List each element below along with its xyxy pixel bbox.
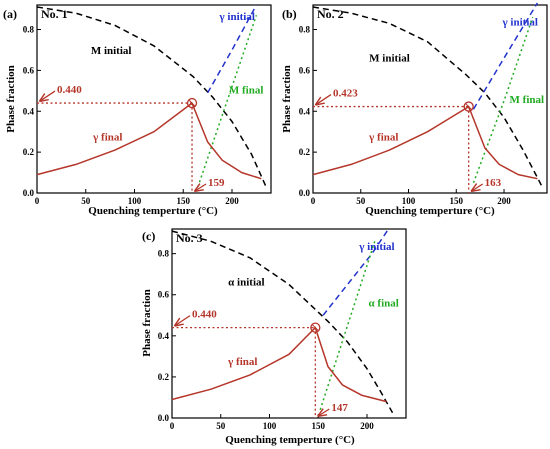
- chart-panel-3: 0 50 100 150 200 0.0 0.2 0.4 0.6 0.8 Quenching tem…: [141, 228, 407, 446]
- peak-marker-cross: [465, 103, 473, 110]
- series-line-2: [472, 2, 539, 110]
- y-tick-label: 0.2: [158, 372, 170, 382]
- peak-y-value-label: 0.423: [333, 88, 358, 100]
- series-label-2: γ initial: [502, 17, 538, 29]
- y-tick-label: 0.2: [299, 147, 311, 157]
- peak-y-arrow: [40, 90, 56, 101]
- panel-number-label: No. 1: [41, 7, 68, 21]
- x-axis-title: Quenching temperture (°C): [88, 205, 218, 217]
- series-label-3: α final: [369, 297, 399, 309]
- peak-y-value-label: 0.440: [57, 84, 82, 96]
- peak-marker: [463, 101, 474, 112]
- panel-number-label: No. 3: [176, 231, 203, 245]
- peak-marker-cross: [311, 324, 319, 331]
- y-tick-label: 0.8: [23, 25, 35, 35]
- series-line-4: [36, 102, 262, 180]
- peak-x-arrow: [318, 409, 330, 416]
- series-label-3: M final: [229, 84, 264, 96]
- panel-number-label: No. 2: [317, 7, 344, 21]
- plot-frame: [312, 4, 548, 194]
- series-line-2: [206, 4, 258, 94]
- x-tick-label: 100: [128, 196, 142, 206]
- y-tick-label: 0.6: [158, 290, 170, 300]
- x-tick-label: 100: [402, 196, 416, 206]
- x-tick-label: 0: [35, 196, 40, 206]
- chart-panel-1: 0 50 100 150 200 0.0 0.2 0.4 0.6 0.8 Quenching tem…: [3, 4, 272, 217]
- series-label-1: M initial: [91, 45, 132, 57]
- series-line-1: [312, 6, 543, 188]
- x-tick-label: 200: [497, 196, 511, 206]
- series-label-1: α initial: [228, 277, 264, 289]
- series-line-1: [171, 230, 395, 417]
- y-axis-title: Phase fraction: [281, 65, 293, 133]
- y-tick-label: 0.4: [23, 106, 35, 116]
- y-tick-label: 0.6: [23, 65, 35, 75]
- x-tick-label: 150: [450, 196, 464, 206]
- peak-marker-cross: [188, 99, 196, 107]
- peak-marker: [310, 322, 321, 333]
- series-label-3: M final: [510, 94, 545, 106]
- y-tick-label: 0.0: [299, 188, 311, 198]
- series-line-2: [322, 228, 390, 316]
- series-label-4: γ final: [92, 131, 122, 143]
- peak-x-arrow: [195, 184, 207, 191]
- chart-panel-2: 0 50 100 150 200 0.0 0.2 0.4 0.6 0.8 Quenching tem…: [281, 2, 548, 217]
- peak-x-value-label: 163: [485, 177, 502, 189]
- y-tick-label: 0.0: [23, 188, 35, 198]
- peak-y-arrow: [316, 94, 332, 105]
- series-line-3: [472, 17, 534, 184]
- plot-frame: [36, 4, 272, 194]
- x-axis-title: Quenching temperture (°C): [225, 434, 355, 446]
- y-tick-label: 0.0: [158, 413, 170, 423]
- panel-letter: (c): [142, 229, 155, 243]
- series-line-4: [312, 105, 538, 180]
- x-tick-label: 50: [81, 196, 91, 206]
- y-tick-label: 0.6: [299, 65, 311, 75]
- x-tick-label: 0: [170, 421, 175, 431]
- peak-x-arrow: [472, 184, 484, 191]
- series-label-1: M initial: [369, 52, 410, 64]
- x-tick-label: 200: [225, 196, 239, 206]
- y-axis-title: Phase fraction: [5, 65, 17, 133]
- peak-y-arrow: [175, 315, 191, 326]
- series-label-4: γ final: [227, 356, 257, 368]
- y-tick-label: 0.2: [23, 147, 35, 157]
- x-tick-label: 200: [360, 421, 374, 431]
- series-line-4: [171, 326, 387, 403]
- x-tick-label: 50: [216, 421, 226, 431]
- y-tick-label: 0.8: [158, 249, 170, 259]
- y-tick-label: 0.4: [158, 331, 170, 341]
- x-tick-label: 150: [177, 196, 191, 206]
- series-line-3: [319, 241, 376, 411]
- y-axis-title: Phase fraction: [141, 289, 153, 357]
- peak-x-value-label: 147: [331, 402, 348, 414]
- series-label-2: γ initial: [219, 11, 255, 23]
- x-tick-label: 50: [356, 196, 366, 206]
- peak-y-value-label: 0.440: [192, 309, 217, 321]
- x-tick-label: 150: [312, 421, 326, 431]
- x-axis-title: Quenching temperture (°C): [365, 205, 495, 217]
- series-label-2: γ initial: [358, 241, 394, 253]
- series-line-3: [197, 14, 258, 188]
- plot-frame: [171, 228, 407, 419]
- peak-x-value-label: 159: [208, 177, 225, 189]
- x-tick-label: 0: [311, 196, 316, 206]
- series-label-4: γ final: [368, 131, 398, 143]
- y-tick-label: 0.4: [299, 106, 311, 116]
- panel-letter: (b): [282, 7, 297, 21]
- panel-letter: (a): [3, 7, 17, 21]
- x-tick-label: 100: [263, 421, 277, 431]
- series-line-1: [36, 6, 267, 188]
- y-tick-label: 0.8: [299, 25, 311, 35]
- peak-marker: [186, 97, 198, 109]
